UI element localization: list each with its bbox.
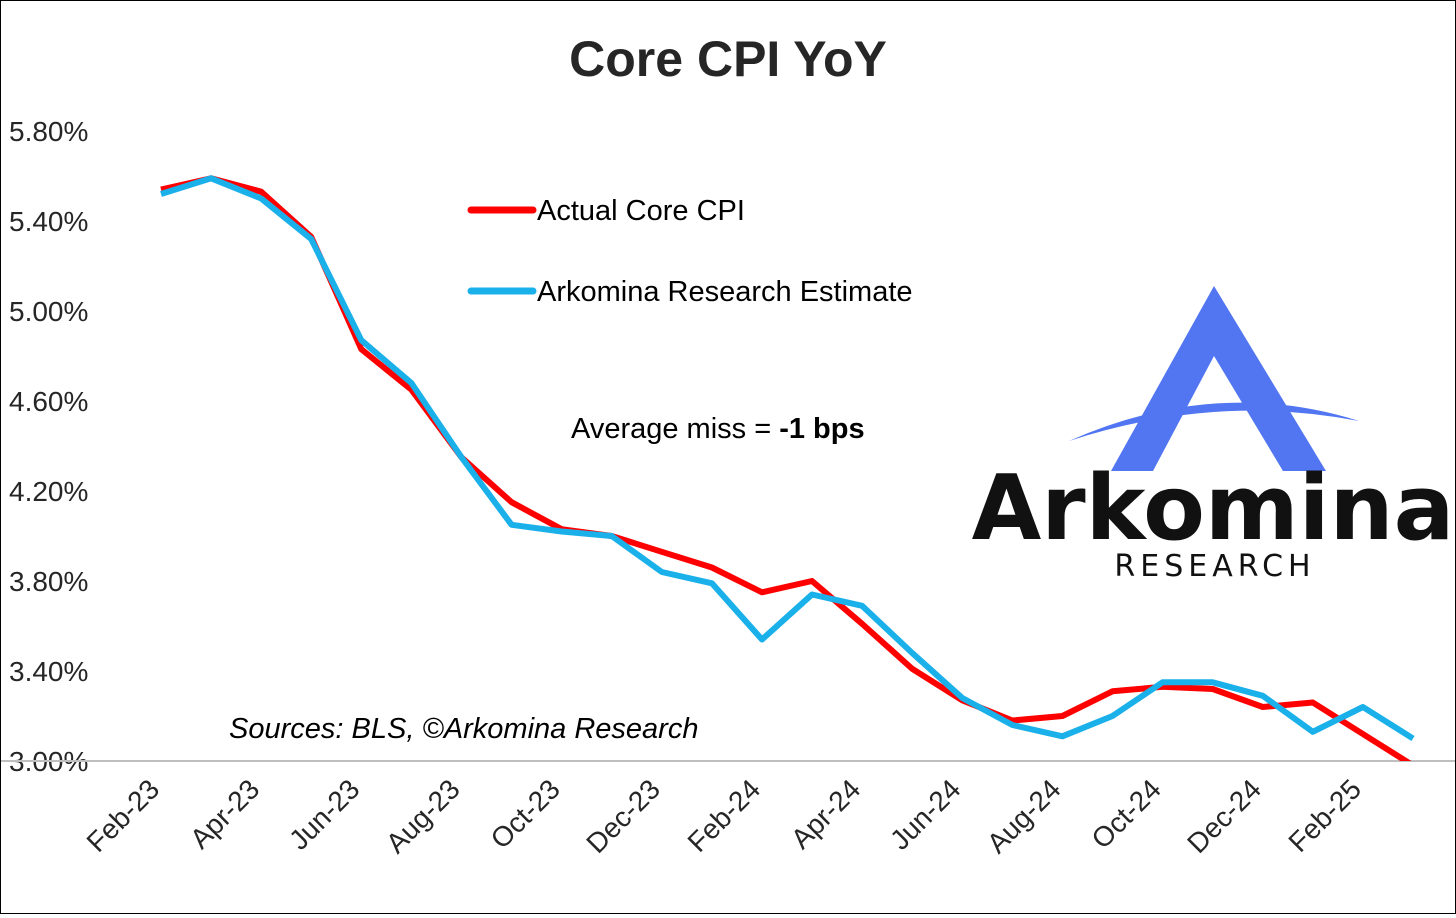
logo-subtitle: RESEARCH: [1114, 549, 1315, 584]
average-miss-value: -1 bps: [779, 413, 864, 445]
legend: Actual Core CPI Arkomina Research Estima…: [467, 195, 913, 308]
chart-title: Core CPI YoY: [569, 31, 887, 87]
x-tick-label: Dec-24: [1181, 773, 1267, 859]
series-lines: [160, 175, 1415, 761]
x-tick-label: Oct-23: [485, 773, 566, 854]
y-tick-label: 5.80%: [9, 116, 88, 147]
logo-wordmark: Arkomina: [972, 456, 1455, 561]
y-tick-label: 4.60%: [9, 386, 88, 417]
x-tick-label: Jun-23: [283, 773, 365, 855]
y-tick-label: 4.20%: [9, 476, 88, 507]
x-tick-label: Aug-24: [981, 773, 1067, 859]
source-note: Sources: BLS, ©Arkomina Research: [229, 713, 698, 745]
x-tick-label: Feb-24: [682, 773, 767, 858]
x-axis-ticks: Feb-23 Apr-23 Jun-23 Aug-23 Oct-23 Dec-23 Feb-…: [81, 773, 1368, 859]
x-tick-label: Feb-23: [81, 773, 166, 858]
x-tick-label: Apr-24: [785, 773, 866, 854]
x-tick-label: Jun-24: [884, 773, 966, 855]
average-miss-prefix: Average miss =: [571, 413, 779, 445]
y-tick-label: 5.00%: [9, 296, 88, 327]
logo-swoosh-icon: [1069, 402, 1359, 441]
y-tick-label: 5.40%: [9, 206, 88, 237]
arkomina-logo: Arkomina RESEARCH: [972, 286, 1455, 584]
x-tick-label: Aug-23: [380, 773, 466, 859]
y-axis-ticks: 3.00%3.40%3.80%4.20%4.60%5.00%5.40%5.80%: [9, 116, 88, 777]
y-tick-label: 3.80%: [9, 566, 88, 597]
series-line-estimate: [160, 175, 1415, 742]
x-tick-label: Feb-25: [1283, 773, 1368, 858]
x-tick-label: Dec-23: [580, 773, 666, 859]
average-miss-annotation: Average miss = -1 bps: [571, 413, 865, 445]
series-line-actual: [160, 175, 1412, 761]
legend-label-estimate: Arkomina Research Estimate: [537, 276, 913, 308]
logo-a-mark-icon: [1111, 286, 1326, 471]
x-tick-label: Oct-24: [1086, 773, 1167, 854]
y-tick-label: 3.40%: [9, 656, 88, 687]
x-tick-label: Apr-23: [184, 773, 265, 854]
legend-label-actual: Actual Core CPI: [537, 195, 745, 227]
